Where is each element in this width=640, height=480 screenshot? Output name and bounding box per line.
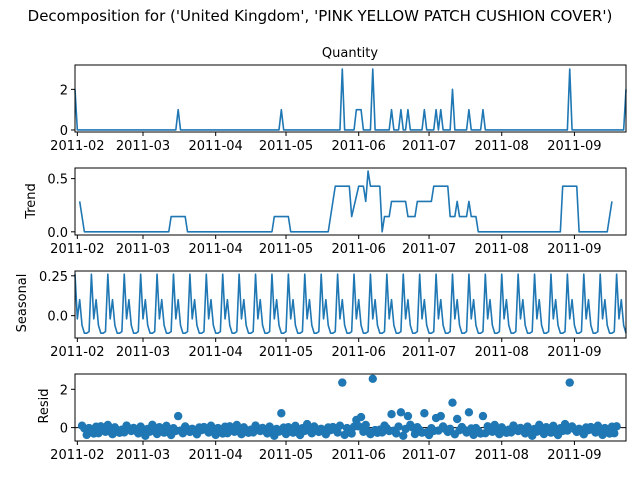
x-tick-label: 2011-04 [189,139,243,154]
y-tick-label: 0 [60,422,68,437]
x-tick-label: 2011-08 [475,345,529,360]
x-tick-label: 2011-09 [547,448,601,463]
panel-resid: Resid 0 2 2011-02 2011-03 2011-04 2011-05 2011… [37,373,627,463]
x-tick-label: 2011-09 [547,242,601,257]
x-tick-label: 2011-02 [50,345,104,360]
y-tick-label: 2 [60,83,68,98]
resid-point [565,378,574,387]
series-line [74,68,627,131]
resid-point [436,411,445,421]
axes-frame [74,167,627,236]
resid-point [291,421,300,431]
x-tick-label: 2011-08 [475,448,529,463]
x-tick-label: 2011-04 [189,345,243,360]
resid-point [173,411,183,421]
panel-observed-title: Quantity [322,46,378,61]
x-tick-label: 2011-06 [332,242,386,257]
x-tick-label: 2011-04 [189,448,243,463]
panel-trend: Trend 0.0 0.5 2011-02 2011-03 2011-04 2011-05… [24,167,627,257]
resid-point [560,419,570,429]
resid-point [394,422,403,431]
x-tick-label: 2011-05 [259,139,313,154]
resid-point [490,420,499,430]
x-tick-label: 2011-03 [116,448,170,463]
x-tick-label: 2011-06 [332,345,386,360]
x-tick-label: 2011-05 [259,345,313,360]
x-tick-label: 2011-09 [547,139,601,154]
figure-title: Decomposition for ('United Kingdom', 'PI… [28,7,613,25]
panel-seasonal-ylabel: Seasonal [15,274,30,333]
panel-trend-ylabel: Trend [24,183,39,220]
panel-observed: Quantity 0 2 2011-02 2011-03 2011-04 2011-05 2… [50,46,627,154]
resid-point [464,408,474,417]
axes-frame [74,373,627,442]
x-tick-label: 2011-04 [189,242,243,257]
resid-point [333,428,342,437]
y-tick-label: 0.0 [47,310,68,325]
seasonal-line [74,273,627,335]
x-tick-label: 2011-06 [332,448,386,463]
x-tick-label: 2011-03 [116,242,170,257]
x-tick-label: 2011-02 [50,242,104,257]
resid-point [420,409,429,418]
resid-point [445,424,455,434]
x-tick-label: 2011-07 [402,448,456,463]
x-tick-label: 2011-05 [259,448,313,463]
y-tick-label: 0.0 [47,226,68,241]
x-tick-label: 2011-09 [547,345,601,360]
x-tick-label: 2011-07 [402,242,456,257]
axes-frame [74,270,627,339]
x-tick-label: 2011-02 [50,448,104,463]
x-tick-label: 2011-03 [116,345,170,360]
resid-point [549,421,558,431]
resid-point [356,412,366,422]
x-tick-label: 2011-05 [259,242,313,257]
x-tick-label: 2011-08 [475,139,529,154]
series-line [78,170,613,233]
resid-point [103,420,113,430]
resid-point [612,422,621,431]
panel-resid-ylabel: Resid [37,388,52,423]
resid-point [277,409,286,418]
y-tick-label: 0.5 [47,173,68,188]
resid-point [302,419,312,429]
y-tick-label: 0.25 [39,270,68,285]
resid-point [478,411,488,421]
resid-point [452,414,462,424]
panel-seasonal: Seasonal 0.0 0.25 2011-02 2011-03 2011-04 201… [15,270,627,360]
resid-point [335,421,345,430]
resid-point [387,410,396,419]
y-tick-label: 0 [60,124,68,139]
resid-point [396,408,406,417]
y-tick-label: 2 [60,383,68,398]
resid-point [338,378,347,387]
resid-point [448,398,457,407]
resid-point [162,421,171,431]
resid-point [232,420,241,430]
x-tick-label: 2011-08 [475,242,529,257]
resid-point [347,429,356,438]
resid-point [610,429,619,438]
x-tick-label: 2011-02 [50,139,104,154]
resid-point [354,422,363,431]
x-tick-label: 2011-03 [116,139,170,154]
axes-frame [74,64,627,133]
resid-point [392,429,401,438]
resid-point [399,431,408,441]
resid-point [368,374,377,383]
x-tick-label: 2011-06 [332,139,386,154]
x-tick-label: 2011-07 [402,139,456,154]
resid-point [403,411,413,421]
resid-point [361,420,370,430]
x-tick-label: 2011-07 [402,345,456,360]
